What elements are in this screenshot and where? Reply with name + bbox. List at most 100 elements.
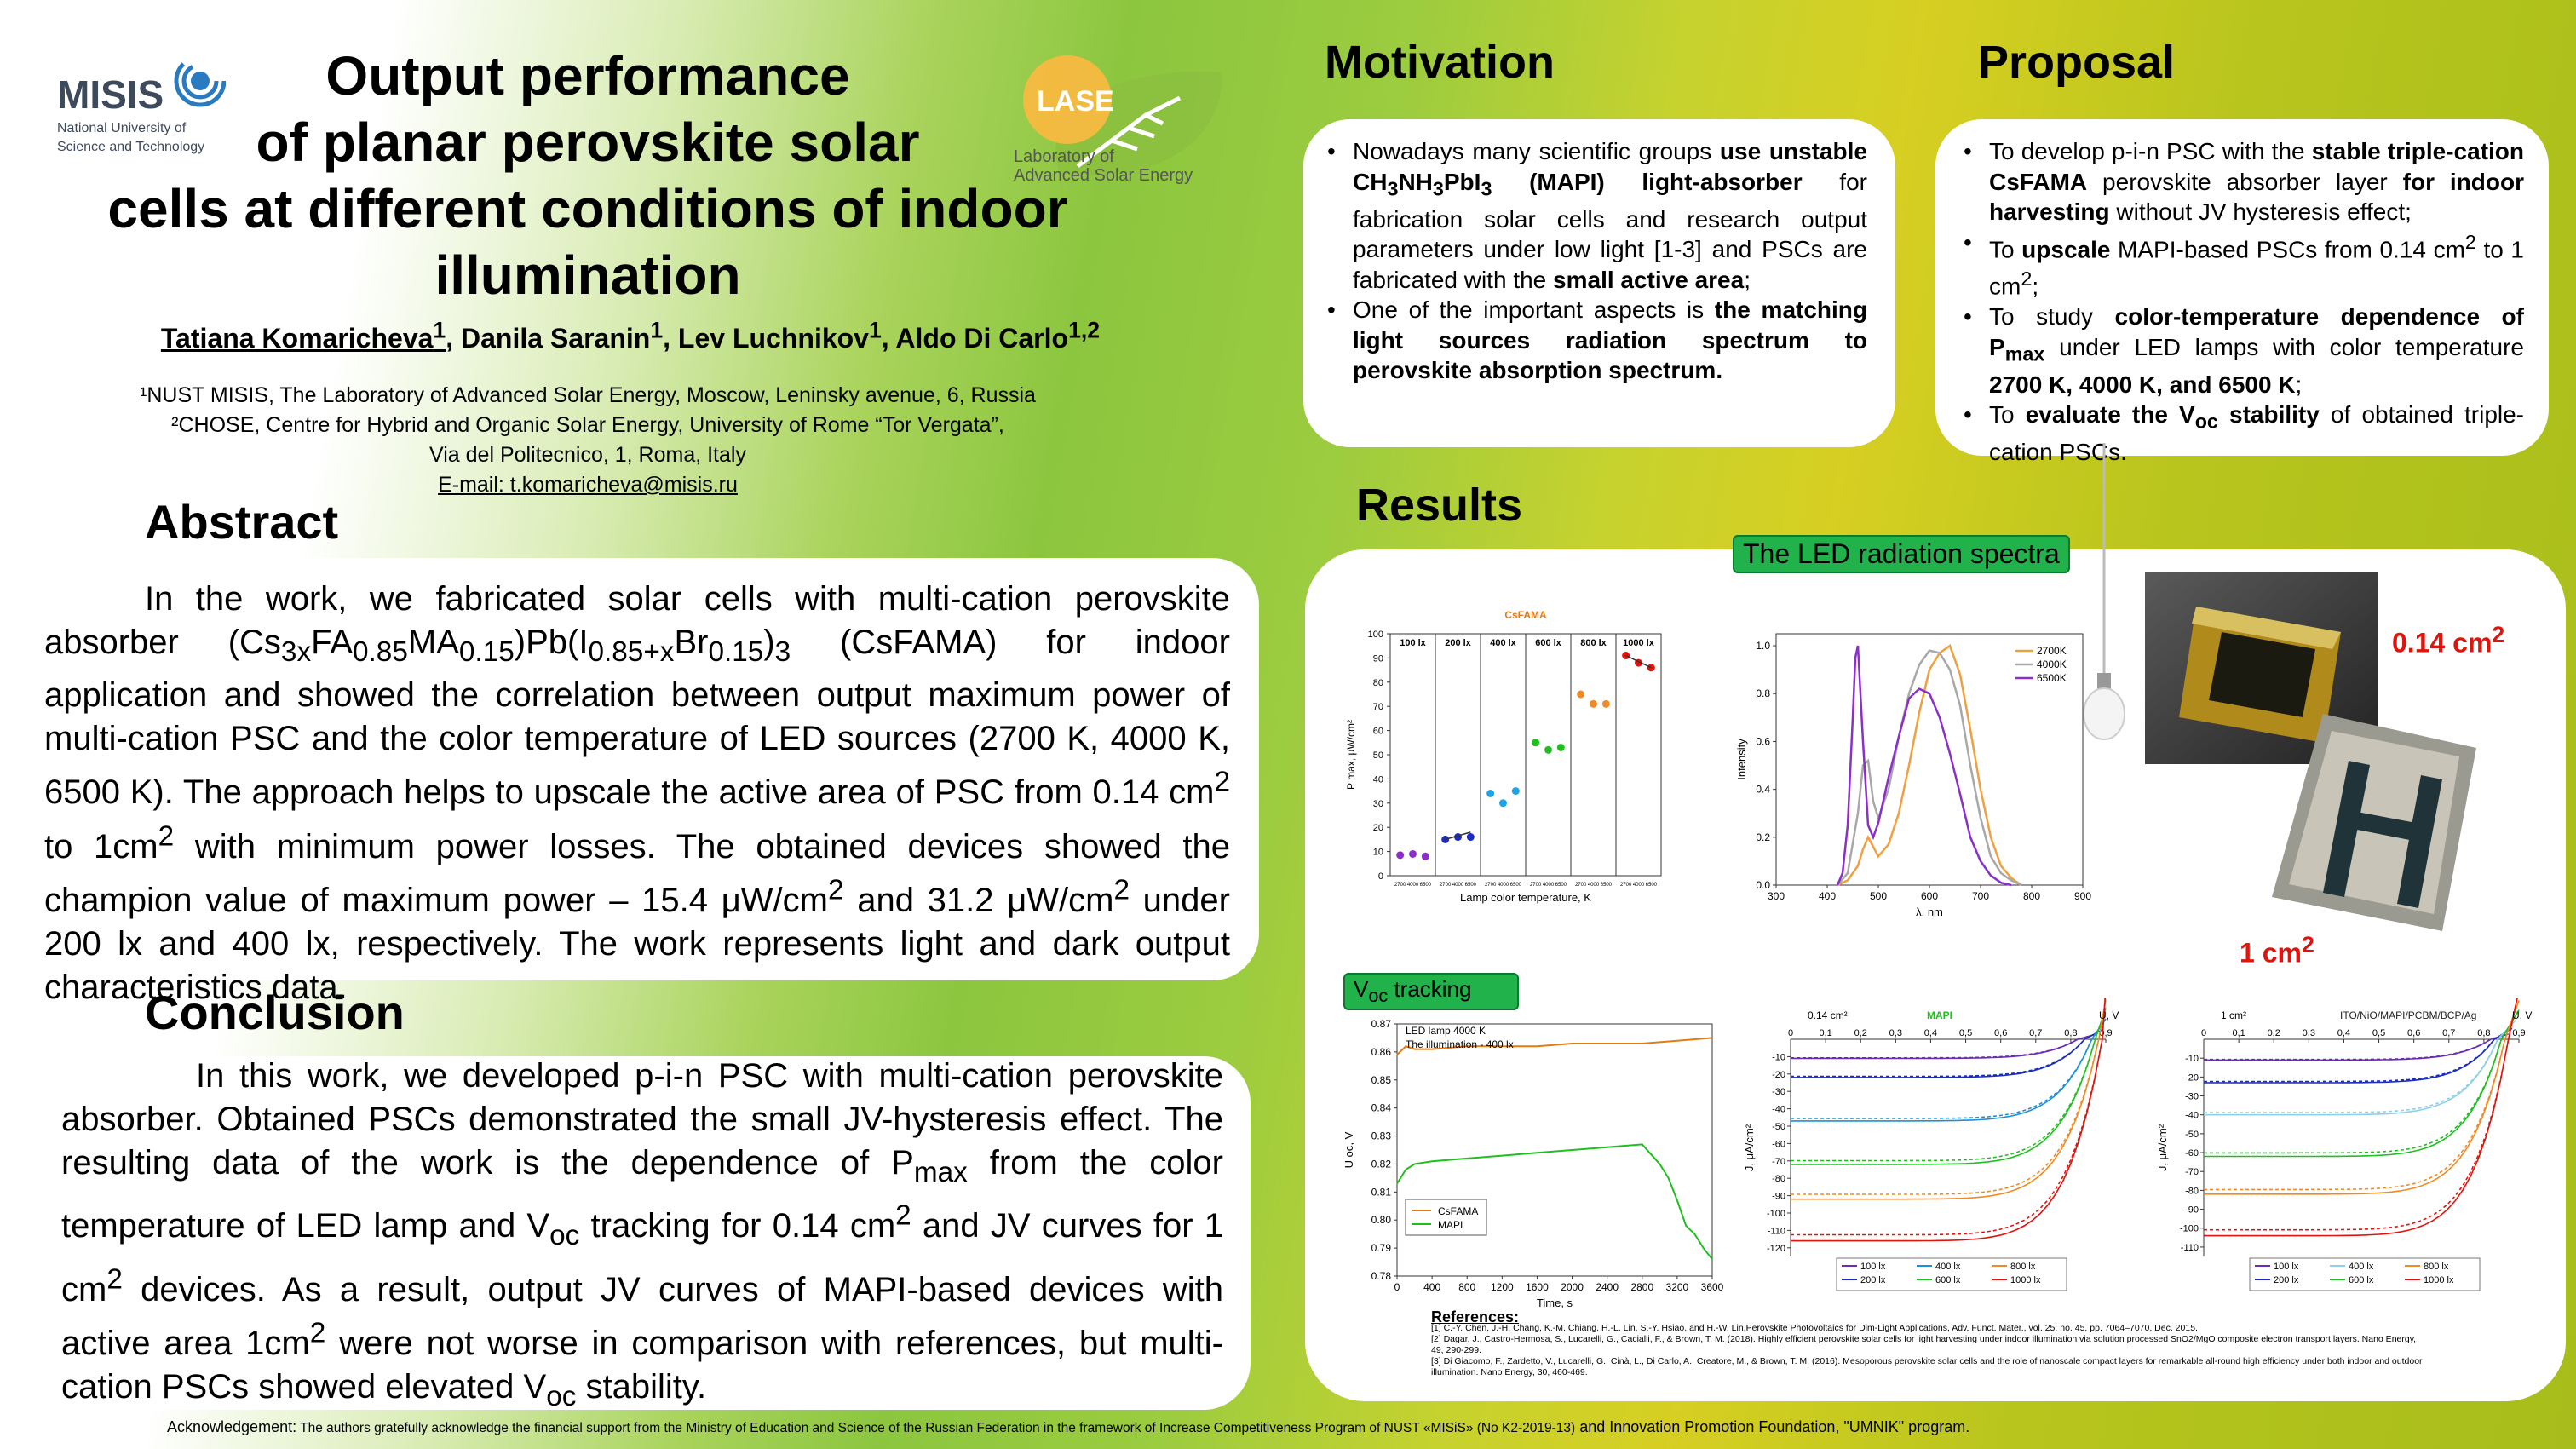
y-tick-label: -20 <box>1772 1070 1785 1080</box>
x-tick-label: 900 <box>2074 890 2091 902</box>
misis-logo-icon: MISIS National University of Science and… <box>57 55 227 154</box>
x-tick-label: 2700 <box>1394 883 1406 888</box>
legend-label: 400 lx <box>1935 1262 1961 1272</box>
y-axis-label: J, μA/cm² <box>2156 1124 2169 1171</box>
proposal-body: To develop p-i-n PSC with the stable tri… <box>1964 136 2524 468</box>
motivation-heading: Motivation <box>1325 37 1555 88</box>
jv-curve-400 lx <box>2204 1020 2516 1113</box>
lase-logo: LASE Laboratory of Advanced Solar Energy <box>1009 47 1231 192</box>
data-point <box>1499 799 1507 808</box>
voc-tracking-chart: 0 400 800 1200 1600 2000 2400 2800 3200 3600 0.78 0… <box>1343 1018 1724 1309</box>
y-tick-label: -50 <box>2185 1130 2199 1140</box>
x-tick-label: 3600 <box>1701 1281 1724 1293</box>
abstract-heading: Abstract <box>145 495 339 549</box>
x-tick-label: 6500 <box>1646 883 1658 888</box>
x-tick-label: 800 <box>1458 1281 1475 1293</box>
y-tick-label: 90 <box>1373 653 1383 664</box>
x-tick-label: 6500 <box>1510 883 1522 888</box>
jv-small-chart: 0 0,1 0,2 0,3 0,4 0,5 0,6 0,7 0,8 0,9-10-20-30-40… <box>1743 998 2119 1291</box>
jv-curve-200 lx <box>2204 1027 2513 1084</box>
jv-curve-100 lx <box>2204 1033 2509 1061</box>
y-tick-label: -80 <box>2185 1186 2199 1196</box>
y-tick-label: 0.79 <box>1371 1242 1392 1254</box>
spectrum-line-6500K <box>1836 645 2012 887</box>
reference-2: [2] Dagar, J., Castro-Hermosa, S., Lucar… <box>1431 1334 2417 1355</box>
chart-title: LED lamp 4000 K <box>1406 1025 1486 1037</box>
voc-line-MAPI <box>1396 1143 1713 1260</box>
y-tick-label: 0.2 <box>1756 831 1770 843</box>
led-spectra-tag: The LED radiation spectra <box>1733 535 2070 573</box>
motivation-bullet-2: One of the important aspects is the matc… <box>1327 295 1867 386</box>
acknowledgement-text: The authors gratefully acknowledge the f… <box>296 1421 1576 1435</box>
data-point <box>1409 849 1417 858</box>
y-tick-label: 0.4 <box>1756 784 1770 796</box>
chart-subtitle: MAPI <box>1927 1009 1952 1021</box>
data-point <box>1421 852 1429 860</box>
y-tick-label: 0.84 <box>1371 1102 1392 1114</box>
led-spectra-chart: 300 400 500 600 700 800 900 0.0 0.2 0.4 0.6 0.8 1.0 2… <box>1735 633 2091 918</box>
jv-curve-600 lx <box>1791 1008 2107 1162</box>
x-tick-label: 0,4 <box>1924 1028 1937 1038</box>
y-tick-label: 0.86 <box>1371 1046 1392 1058</box>
email-link[interactable]: E-mail: t.komaricheva@misis.ru <box>438 473 738 497</box>
data-point <box>1466 833 1475 842</box>
jv-curve-200 lx <box>1791 1029 2103 1078</box>
y-tick-label: -30 <box>1772 1087 1785 1097</box>
lase-logo-text: LASE <box>1037 85 1114 118</box>
x-axis-label: λ, nm <box>1916 906 1943 918</box>
results-heading: Results <box>1356 480 1523 531</box>
y-axis-label: J, μA/cm² <box>1743 1124 1756 1171</box>
y-tick-label: -40 <box>1772 1105 1785 1115</box>
x-axis-label: U, V <box>2099 1009 2119 1021</box>
x-tick-label: 800 <box>2023 890 2040 902</box>
y-tick-label: -110 <box>2181 1243 2199 1253</box>
x-tick-label: 1600 <box>1526 1281 1549 1293</box>
poster-title: Output performance of planar perovskite … <box>34 43 1141 308</box>
y-tick-label: -90 <box>2185 1205 2199 1216</box>
chart-title: 1 cm² <box>2221 1009 2246 1021</box>
author-4: Aldo Di Carlo1,2 <box>895 317 1101 354</box>
x-tick-label: 0,7 <box>2029 1028 2042 1038</box>
legend-label: 600 lx <box>2349 1275 2374 1285</box>
x-tick-label: 3200 <box>1666 1281 1689 1293</box>
x-tick-label: 2700 <box>1530 883 1542 888</box>
jv-curve-800 lx <box>1791 998 2107 1195</box>
legend-swatch <box>1412 1223 1431 1225</box>
y-tick-label: -90 <box>1772 1192 1785 1202</box>
x-tick-label: 6500 <box>1465 883 1477 888</box>
authors: Tatiana Komaricheva1, Danila Saranin1, L… <box>160 317 1101 354</box>
group-label: 100 lx <box>1400 638 1426 648</box>
y-tick-label: -60 <box>2185 1148 2199 1159</box>
x-tick-label: 500 <box>1870 890 1887 902</box>
y-tick-label: 40 <box>1373 774 1383 785</box>
acknowledgement-tail: and Innovation Promotion Foundation, "UM… <box>1575 1418 1970 1435</box>
trend-line-1000 <box>1625 654 1652 669</box>
affiliation-1: ¹NUST MISIS, The Laboratory of Advanced … <box>140 383 1036 407</box>
y-tick-label: -30 <box>2185 1092 2199 1102</box>
abstract-panel <box>0 558 1259 980</box>
x-tick-label: 6500 <box>1601 883 1613 888</box>
legend-label: 800 lx <box>2010 1262 2036 1272</box>
jv-curve-400 lx <box>1791 1018 2107 1119</box>
references: References: [1] C.-Y. Chen, J.-H. Chang,… <box>1431 1309 2428 1378</box>
group-label: 400 lx <box>1490 638 1516 648</box>
jv-curve-800 lx <box>2204 1000 2520 1195</box>
y-tick-label: -70 <box>2185 1167 2199 1177</box>
voc-line-CsFAMA <box>1396 1037 1713 1055</box>
area-label-large: 1 cm2 <box>2240 932 2314 969</box>
data-point <box>1556 743 1565 751</box>
x-tick-label: 0,6 <box>2407 1028 2420 1038</box>
x-tick-label: 2800 <box>1630 1281 1653 1293</box>
x-tick-label: 0,3 <box>1889 1028 1902 1038</box>
legend-label: 2700K <box>2037 645 2067 657</box>
jv-curve-100 lx <box>2204 1033 2509 1061</box>
y-axis-label: U oc, V <box>1343 1131 1355 1168</box>
y-tick-label: 0.6 <box>1756 735 1770 747</box>
y-tick-label: -40 <box>2185 1111 2199 1121</box>
x-tick-label: 700 <box>1972 890 1989 902</box>
y-tick-label: -80 <box>1772 1174 1785 1184</box>
x-tick-label: 4000 <box>1543 883 1555 888</box>
data-point <box>1590 699 1597 708</box>
y-tick-label: -50 <box>1772 1122 1785 1132</box>
